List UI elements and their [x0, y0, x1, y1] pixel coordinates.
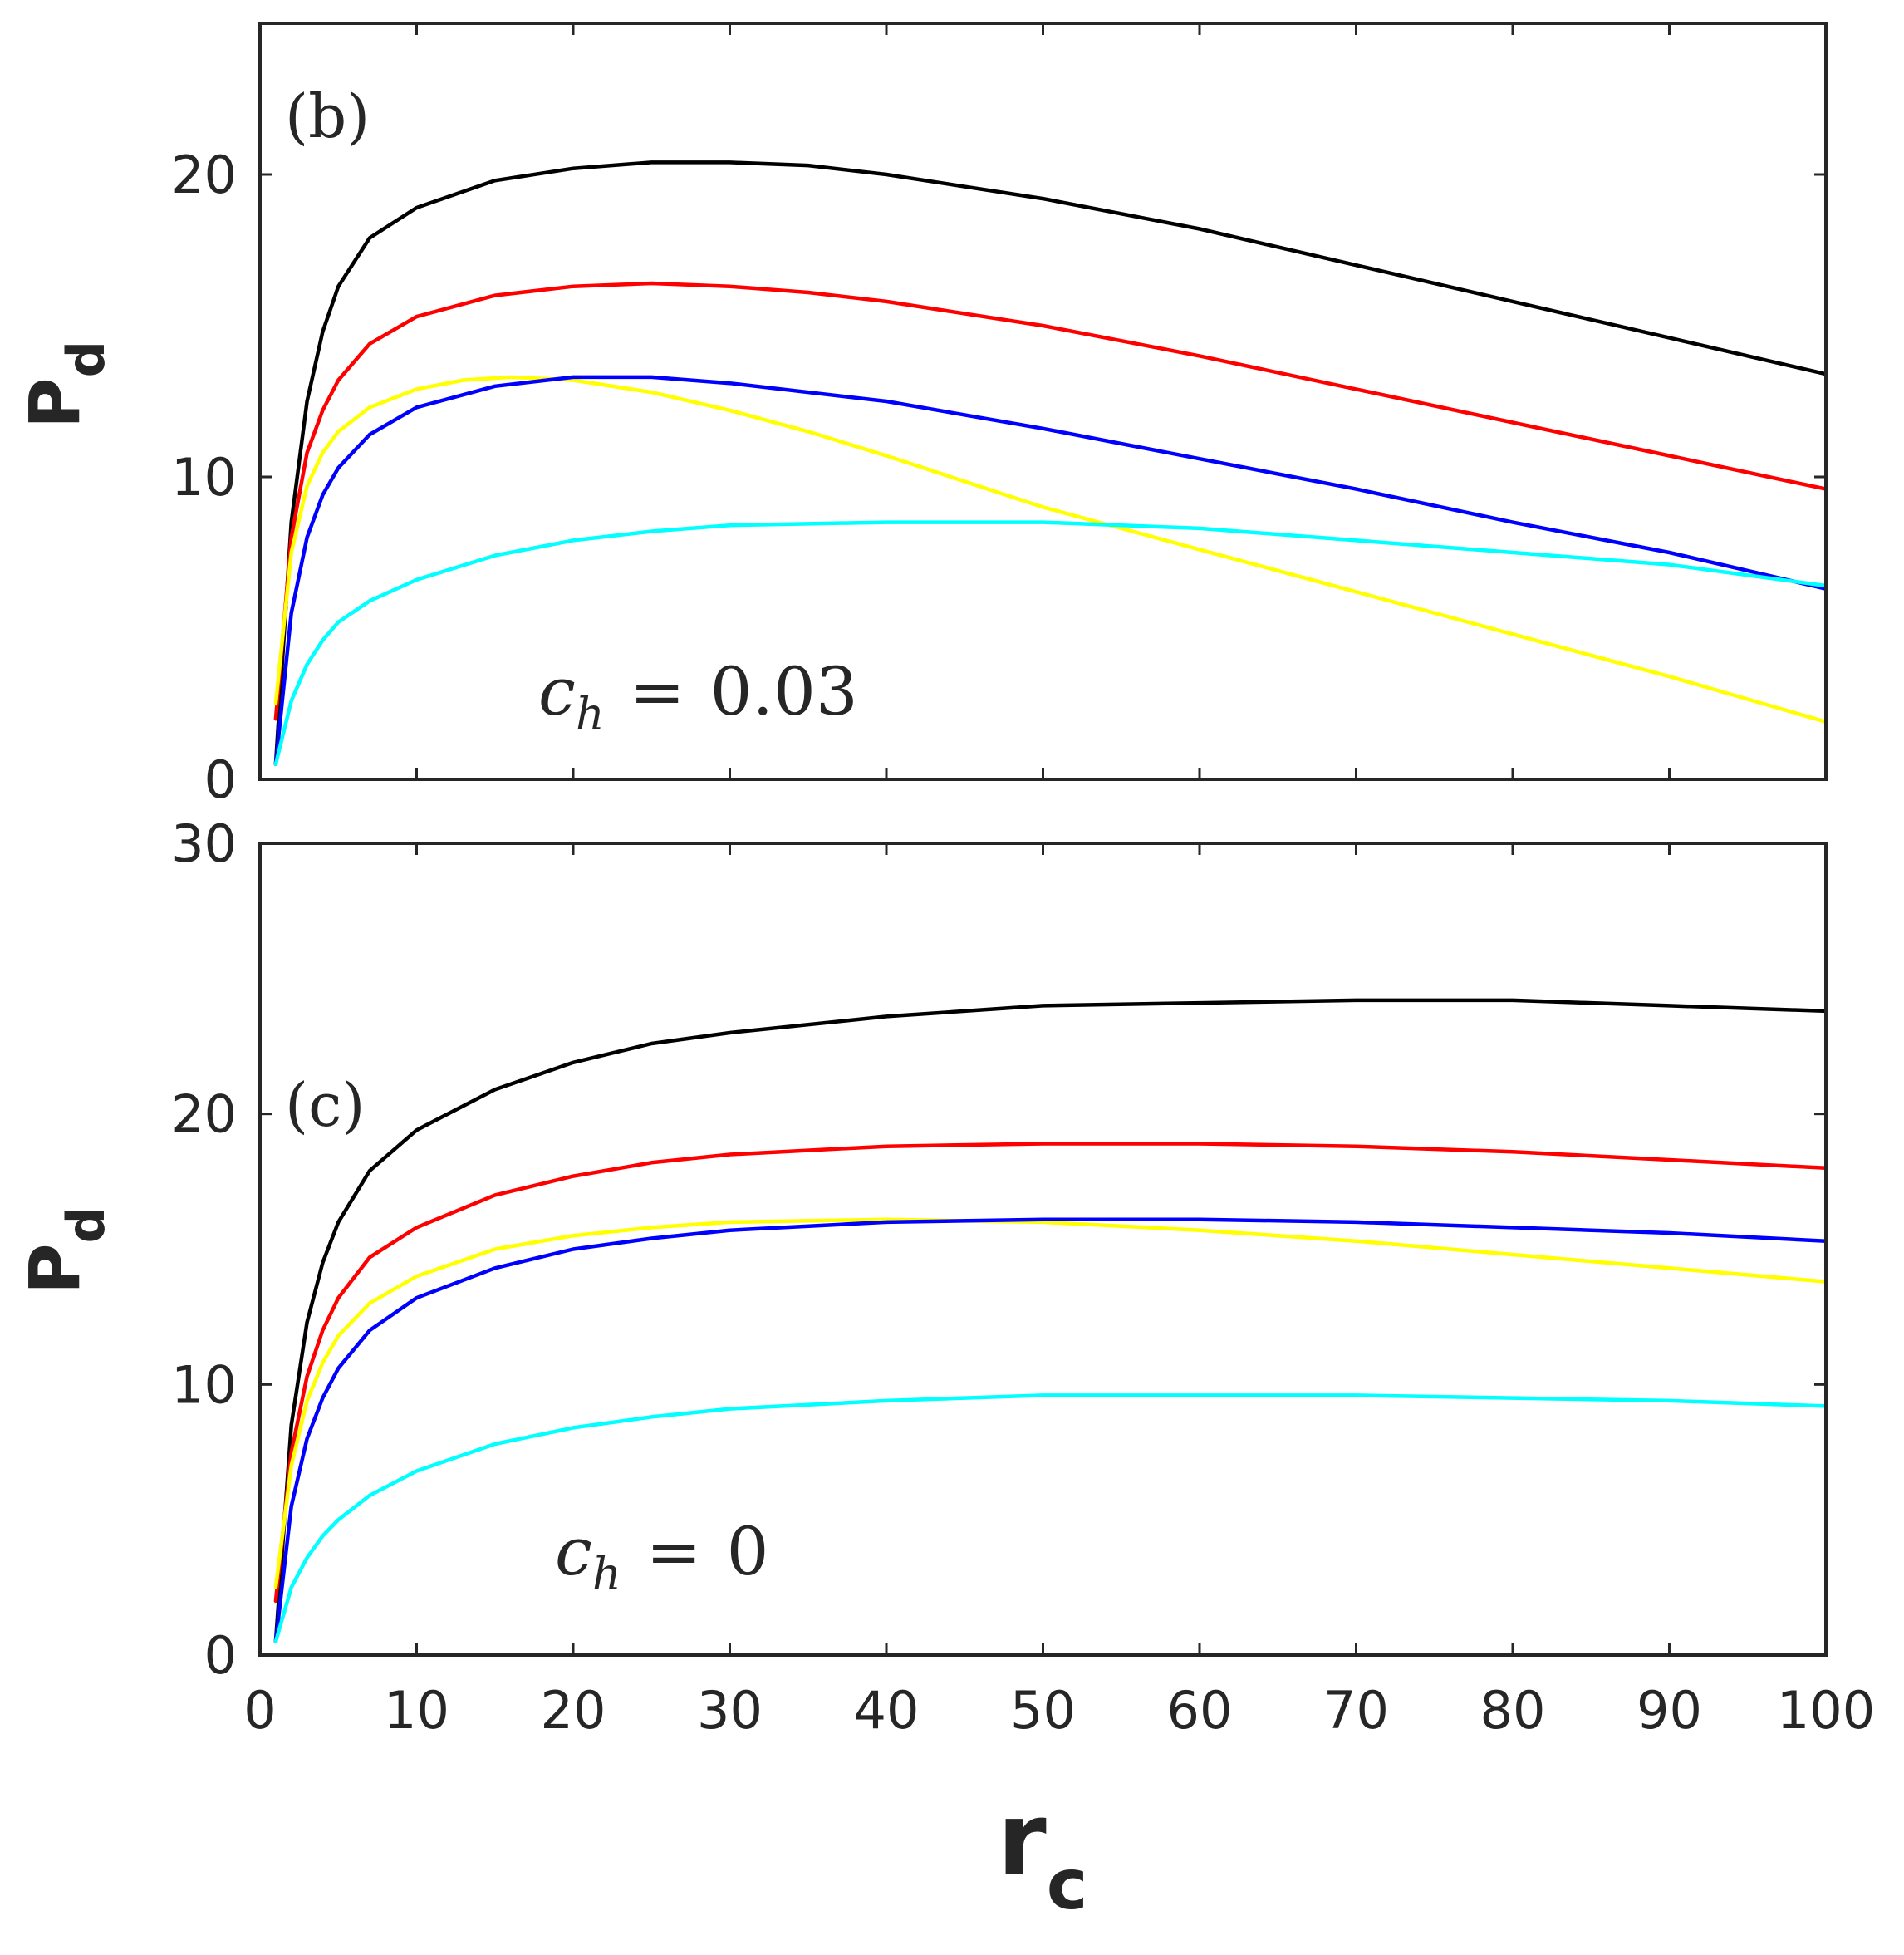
x-tick-label: 60 [1167, 1680, 1233, 1741]
annotation-value: 0.03 [710, 653, 858, 730]
x-tick-label: 70 [1323, 1680, 1389, 1741]
x-axis-title-sub: c [1047, 1844, 1088, 1925]
annotation-equals: = [646, 1513, 702, 1590]
annotation-subscript: h [576, 688, 605, 740]
y-tick-label: 0 [204, 1625, 237, 1686]
series-line-yellow [273, 1217, 1828, 1589]
annotation-value: 0 [727, 1513, 769, 1590]
x-tick-label: 40 [854, 1680, 920, 1741]
series-line-blue [273, 375, 1828, 767]
y-tick-label: 10 [171, 447, 237, 508]
y-axis-title-sub: d [56, 341, 116, 377]
annotation-symbol: c [555, 1513, 592, 1590]
x-tick-label: 80 [1480, 1680, 1546, 1741]
x-tick-label: 30 [697, 1680, 763, 1741]
x-tick-label: 0 [243, 1680, 276, 1741]
series-line-yellow [273, 375, 1828, 725]
annotation-ch: ch = 0.03 [538, 653, 858, 740]
y-axis-title: Pd [14, 1206, 116, 1294]
annotation-ch: ch = 0 [555, 1513, 769, 1600]
series-group [273, 998, 1828, 1643]
series-line-cyan [273, 1393, 1828, 1643]
x-axis-title-main: r [998, 1782, 1047, 1898]
x-axis-title: rc [998, 1782, 1088, 1925]
y-tick-label: 0 [204, 749, 237, 810]
annotation-subscript: h [592, 1548, 621, 1600]
x-tick-label: 90 [1637, 1680, 1702, 1741]
panel-b: 0 10 20 Pd (b) ch = 0.03 [14, 22, 1828, 810]
y-tick-label: 30 [171, 813, 237, 874]
annotation-symbol: c [538, 653, 576, 730]
x-tick-label: 100 [1777, 1680, 1875, 1741]
panel-c: 0 10 20 30 40 50 60 70 80 90 100 0 10 20 30 Pd (c) ch = 0 [14, 813, 1875, 1741]
series-line-black [273, 998, 1828, 1643]
y-axis-title-sub: d [56, 1206, 116, 1243]
panel-label: (b) [285, 81, 370, 151]
annotation-equals: = [630, 653, 685, 730]
panel-label: (c) [285, 1070, 366, 1140]
series-group [273, 160, 1828, 767]
y-axis-title: Pd [14, 341, 116, 429]
series-line-blue [273, 1217, 1828, 1643]
x-tick-label: 20 [541, 1680, 606, 1741]
y-tick-label: 20 [171, 1084, 237, 1145]
x-tick-label: 50 [1010, 1680, 1076, 1741]
y-axis-title-main: P [14, 377, 96, 429]
x-tick-label: 10 [384, 1680, 449, 1741]
y-tick-label: 10 [171, 1354, 237, 1415]
series-line-cyan [273, 520, 1828, 767]
y-axis-title-main: P [14, 1243, 96, 1294]
y-tick-label: 20 [171, 145, 237, 205]
series-line-red [273, 1142, 1828, 1604]
series-line-red [273, 281, 1828, 721]
series-line-black [273, 160, 1828, 767]
